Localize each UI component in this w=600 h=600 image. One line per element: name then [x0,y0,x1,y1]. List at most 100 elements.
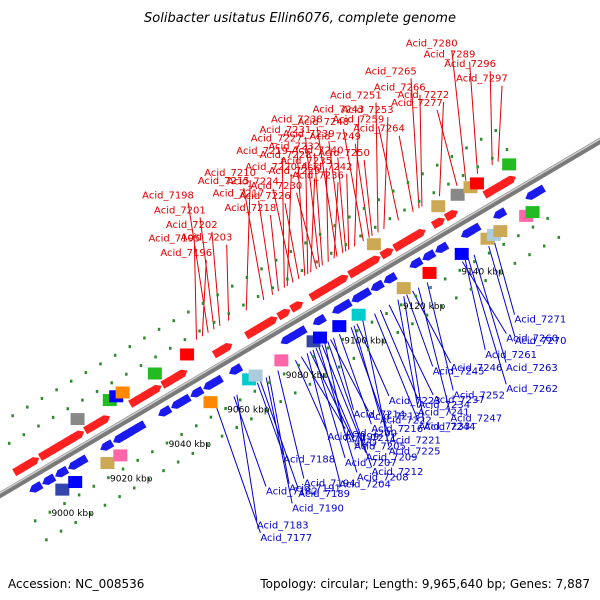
gene-features [7,129,561,542]
track-dot [195,424,198,428]
gene-arrow [132,420,147,432]
gene-block [366,238,381,251]
gene-label: Acid_7263 [506,363,558,374]
leader-line [473,254,507,363]
gene-block [351,308,366,321]
gene-label: Acid_7297 [456,74,508,85]
leader-line [321,344,367,453]
gene-label: Acid_7233 [419,422,471,433]
scale-tick-label: 9040 kbp [169,440,212,450]
gene-arrow [209,374,224,387]
gene-block [68,476,83,489]
track-dot [443,277,447,281]
scale-tick-label: 9120 kbp [403,302,446,312]
track-dot [546,216,549,220]
track-dot [128,345,132,349]
leader-line [398,135,414,212]
backbone-highlight [0,138,600,494]
gene-arrow [147,384,162,397]
gene-arrow [25,457,40,469]
track-dot [279,400,282,404]
track-dot [414,294,418,298]
leader-line [333,337,354,410]
track-dot [55,388,58,392]
track-dot [455,296,458,300]
track-dot [45,538,48,542]
track-dot [180,432,183,436]
gene-arrow [467,222,482,235]
track-dot [465,146,468,150]
track-dot [396,330,400,334]
gene-label: Acid_7223 [389,396,441,407]
gene-label: Acid_7241 [418,408,470,419]
gene-arrow [218,343,233,355]
gene-arrow [263,316,278,328]
gene-label: Acid_7296 [444,59,496,70]
gene-block [454,247,469,260]
gene-label: Acid_7250 [318,148,370,159]
gene-label: Acid_7239 [283,129,335,140]
track-dot [231,284,234,288]
track-dot [356,329,359,333]
track-dot [22,433,26,437]
leader-line [187,202,209,333]
leader-line [193,245,197,340]
track-dot [224,407,227,411]
leader-line [410,78,420,209]
track-dot [245,275,249,279]
gene-label: Acid_7234 [418,400,470,411]
scale-tick-label: 9020 kbp [110,475,153,485]
gene-label: Acid_7182 [266,486,318,497]
leader-line [338,334,372,425]
gene-arrow [190,386,205,398]
track-dot [531,225,535,229]
leader-line [388,304,434,396]
gene-label: Acid_7225 [389,446,441,457]
gene-label: Acid_7188 [283,455,335,466]
gene-label: Acid_7213 [369,411,421,422]
track-dot [143,336,146,340]
track-dot [183,338,187,342]
gene-label: Acid_7220 [245,162,297,173]
accession-text: Accession: NC_008536 [8,577,145,591]
track-dot [286,277,289,281]
track-dot [172,319,175,323]
leader-line [426,282,454,391]
track-dot [165,441,169,445]
track-dot [220,434,224,438]
gene-block [431,200,446,213]
track-dot [26,405,29,409]
gene-label: Acid_7229 [269,166,321,177]
gene-arrow [366,255,381,268]
gene-label: Acid_7200 [345,429,397,440]
scale-tick-label: 9000 kbp [51,509,94,519]
leader-line [346,173,350,250]
leader-line [286,174,292,287]
leader-line [284,203,300,280]
leader-line [436,109,458,186]
track-dot [63,502,66,506]
track-dot [151,450,154,454]
gene-block [70,413,85,426]
gene-arrow [435,241,450,254]
gene-label: Acid_7262 [506,384,558,395]
track-dot [271,286,274,290]
track-dot [11,414,14,418]
leader-line [469,61,479,174]
gene-block [332,320,347,333]
track-dot [381,339,385,343]
gene-arrow [501,175,516,188]
leader-line [342,129,364,242]
gene-arrow [177,393,192,406]
track-dot [499,270,502,274]
gene-label: Acid_7217 [213,189,265,200]
leader-line [489,71,493,166]
gene-arrow [55,465,70,478]
gene-label: Acid_7264 [353,124,405,135]
track-dot [411,322,414,326]
track-dot [95,389,99,393]
gene-label: Acid_7218 [224,203,276,214]
track-dot [330,251,333,255]
